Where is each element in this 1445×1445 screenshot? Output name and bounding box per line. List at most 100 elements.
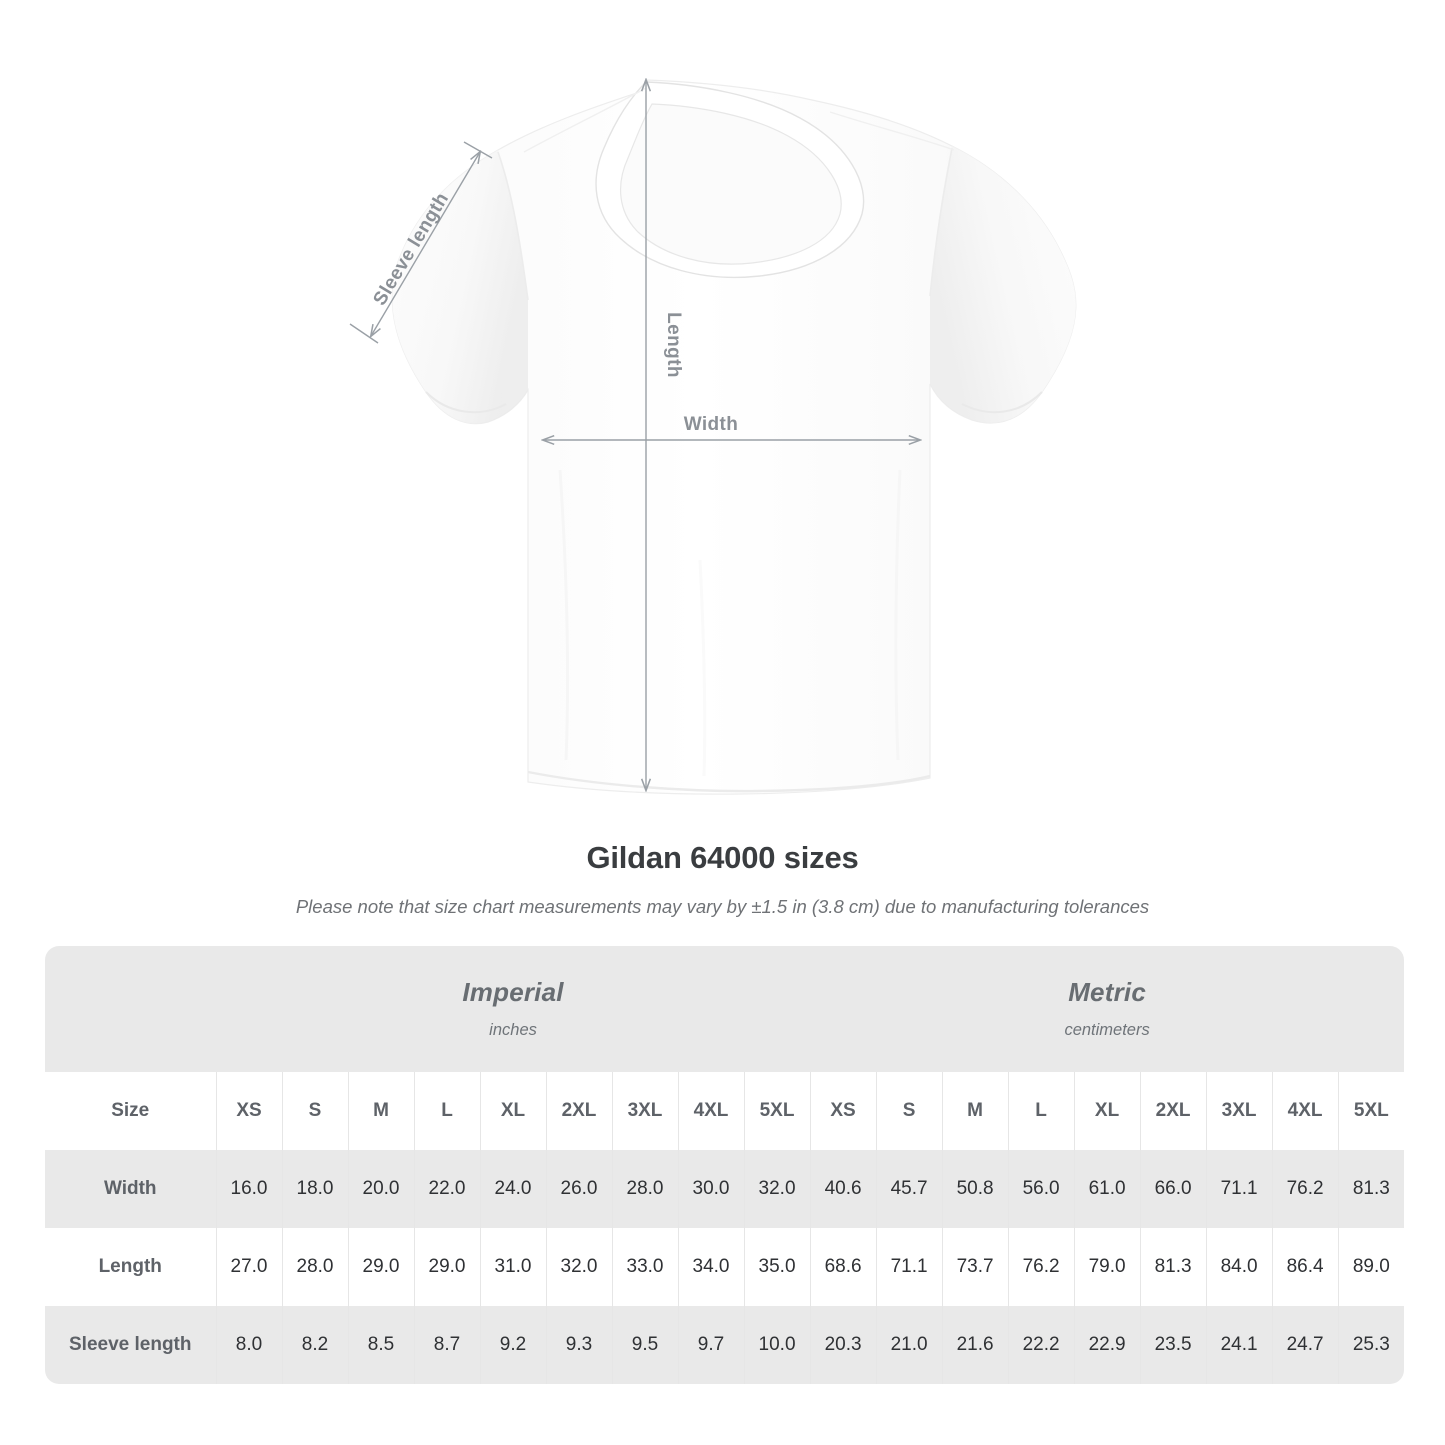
size-column-header: L xyxy=(1008,1072,1075,1150)
metric-name: Metric xyxy=(1068,977,1146,1007)
measurement-value-cell: 31.0 xyxy=(480,1228,547,1306)
tshirt-illustration xyxy=(391,79,1077,795)
size-column-header: 2XL xyxy=(1140,1072,1207,1150)
unit-spacer-cell xyxy=(45,946,216,1072)
size-column-header: 3XL xyxy=(612,1072,679,1150)
size-column-header: L xyxy=(414,1072,481,1150)
size-column-header: 4XL xyxy=(678,1072,745,1150)
measurement-value-cell: 21.6 xyxy=(942,1306,1009,1384)
measurement-value-cell: 89.0 xyxy=(1338,1228,1405,1306)
table-head: Imperial inches Metric centimeters xyxy=(45,946,1405,1072)
measurement-value-cell: 23.5 xyxy=(1140,1306,1207,1384)
measurement-value-cell: 25.3 xyxy=(1338,1306,1405,1384)
metric-unit: centimeters xyxy=(1064,1021,1150,1039)
measurement-value-cell: 21.0 xyxy=(876,1306,943,1384)
measurement-value-cell: 61.0 xyxy=(1074,1150,1141,1228)
sleeve-length-arrow xyxy=(371,152,480,336)
measurement-value-cell: 81.3 xyxy=(1140,1228,1207,1306)
measurement-value-cell: 24.7 xyxy=(1272,1306,1339,1384)
measurement-value-cell: 22.2 xyxy=(1008,1306,1075,1384)
measurement-value-cell: 28.0 xyxy=(282,1228,349,1306)
width-label: Width xyxy=(684,414,739,435)
measurement-value-cell: 22.9 xyxy=(1074,1306,1141,1384)
measurement-value-cell: 50.8 xyxy=(942,1150,1009,1228)
size-column-header: 4XL xyxy=(1272,1072,1339,1150)
measurement-value-cell: 9.5 xyxy=(612,1306,679,1384)
size-column-header: XS xyxy=(810,1072,877,1150)
measurement-row-header: Length xyxy=(45,1228,217,1306)
size-chart-table-wrapper: Imperial inches Metric centimeters Size X… xyxy=(45,946,1405,1384)
unit-group-imperial: Imperial inches xyxy=(216,946,811,1072)
size-column-header: 5XL xyxy=(1338,1072,1405,1150)
measurement-value-cell: 24.1 xyxy=(1206,1306,1273,1384)
measurement-value-cell: 34.0 xyxy=(678,1228,745,1306)
size-column-header: S xyxy=(876,1072,943,1150)
table-row-sizes: Size XS S M L XL 2XL 3XL 4XL 5XL XS S M L XL 2XL 3XL 4XL 5… xyxy=(45,1072,1405,1150)
measurement-value-cell: 9.2 xyxy=(480,1306,547,1384)
page-title: Gildan 64000 sizes xyxy=(586,840,859,875)
size-column-header: 2XL xyxy=(546,1072,613,1150)
measurement-value-cell: 8.0 xyxy=(216,1306,283,1384)
size-column-header: XL xyxy=(480,1072,547,1150)
tshirt-diagram: Sleeve length Length Width xyxy=(349,0,1077,795)
sleeve-tick-bottom xyxy=(349,323,379,344)
measurement-value-cell: 33.0 xyxy=(612,1228,679,1306)
measurement-value-cell: 32.0 xyxy=(744,1150,811,1228)
measurement-row-header: Width xyxy=(45,1150,217,1228)
measurement-value-cell: 45.7 xyxy=(876,1150,943,1228)
measurement-value-cell: 76.2 xyxy=(1008,1228,1075,1306)
measurement-value-cell: 81.3 xyxy=(1338,1150,1405,1228)
table-row: Width 16.0 18.0 20.0 22.0 24.0 26.0 28.0 30.0 32.… xyxy=(45,1150,1405,1228)
measurement-value-cell: 24.0 xyxy=(480,1150,547,1228)
measurement-value-cell: 76.2 xyxy=(1272,1150,1339,1228)
measurement-value-cell: 32.0 xyxy=(546,1228,613,1306)
width-dimension: Width xyxy=(543,414,920,440)
measurement-value-cell: 79.0 xyxy=(1074,1228,1141,1306)
tolerance-note: Please note that size chart measurements… xyxy=(295,896,1150,917)
title-block: Gildan 64000 sizes Please note that size… xyxy=(0,838,1445,920)
measurement-value-cell: 71.1 xyxy=(876,1228,943,1306)
length-label: Length xyxy=(663,312,684,378)
size-column-header: S xyxy=(282,1072,349,1150)
size-column-header: XS xyxy=(216,1072,283,1150)
measurement-value-cell: 8.2 xyxy=(282,1306,349,1384)
measurement-row-header: Sleeve length xyxy=(45,1306,217,1384)
size-column-header: 5XL xyxy=(744,1072,811,1150)
size-row-header: Size xyxy=(45,1072,217,1150)
measurement-value-cell: 71.1 xyxy=(1206,1150,1273,1228)
measurement-value-cell: 16.0 xyxy=(216,1150,283,1228)
measurement-value-cell: 66.0 xyxy=(1140,1150,1207,1228)
measurement-value-cell: 26.0 xyxy=(546,1150,613,1228)
measurement-value-cell: 35.0 xyxy=(744,1228,811,1306)
imperial-unit: inches xyxy=(489,1021,537,1039)
size-column-header: M xyxy=(348,1072,415,1150)
measurement-value-cell: 29.0 xyxy=(348,1228,415,1306)
measurement-value-cell: 27.0 xyxy=(216,1228,283,1306)
measurement-value-cell: 8.7 xyxy=(414,1306,481,1384)
measurement-value-cell: 86.4 xyxy=(1272,1228,1339,1306)
measurement-value-cell: 18.0 xyxy=(282,1150,349,1228)
measurement-value-cell: 22.0 xyxy=(414,1150,481,1228)
measurement-value-cell: 20.3 xyxy=(810,1306,877,1384)
size-column-header: M xyxy=(942,1072,1009,1150)
table-row: Length 27.0 28.0 29.0 29.0 31.0 32.0 33.0 34.0 35… xyxy=(45,1228,1405,1306)
measurement-value-cell: 56.0 xyxy=(1008,1150,1075,1228)
measurement-value-cell: 30.0 xyxy=(678,1150,745,1228)
unit-group-metric: Metric centimeters xyxy=(810,946,1405,1072)
measurement-value-cell: 68.6 xyxy=(810,1228,877,1306)
measurement-value-cell: 28.0 xyxy=(612,1150,679,1228)
measurement-value-cell: 20.0 xyxy=(348,1150,415,1228)
measurement-value-cell: 73.7 xyxy=(942,1228,1009,1306)
measurement-value-cell: 40.6 xyxy=(810,1150,877,1228)
measurement-value-cell: 9.3 xyxy=(546,1306,613,1384)
imperial-name: Imperial xyxy=(462,977,564,1007)
size-chart-table: Imperial inches Metric centimeters Size X… xyxy=(45,946,1405,1384)
measurement-value-cell: 8.5 xyxy=(348,1306,415,1384)
table-row: Sleeve length 8.0 8.2 8.5 8.7 9.2 9.3 9.5 9.7 10.… xyxy=(45,1306,1405,1384)
table-body: Size XS S M L XL 2XL 3XL 4XL 5XL XS S M L XL 2XL 3XL 4XL 5… xyxy=(45,1072,1405,1384)
size-column-header: XL xyxy=(1074,1072,1141,1150)
measurement-value-cell: 10.0 xyxy=(744,1306,811,1384)
measurement-value-cell: 29.0 xyxy=(414,1228,481,1306)
measurement-value-cell: 9.7 xyxy=(678,1306,745,1384)
size-column-header: 3XL xyxy=(1206,1072,1273,1150)
